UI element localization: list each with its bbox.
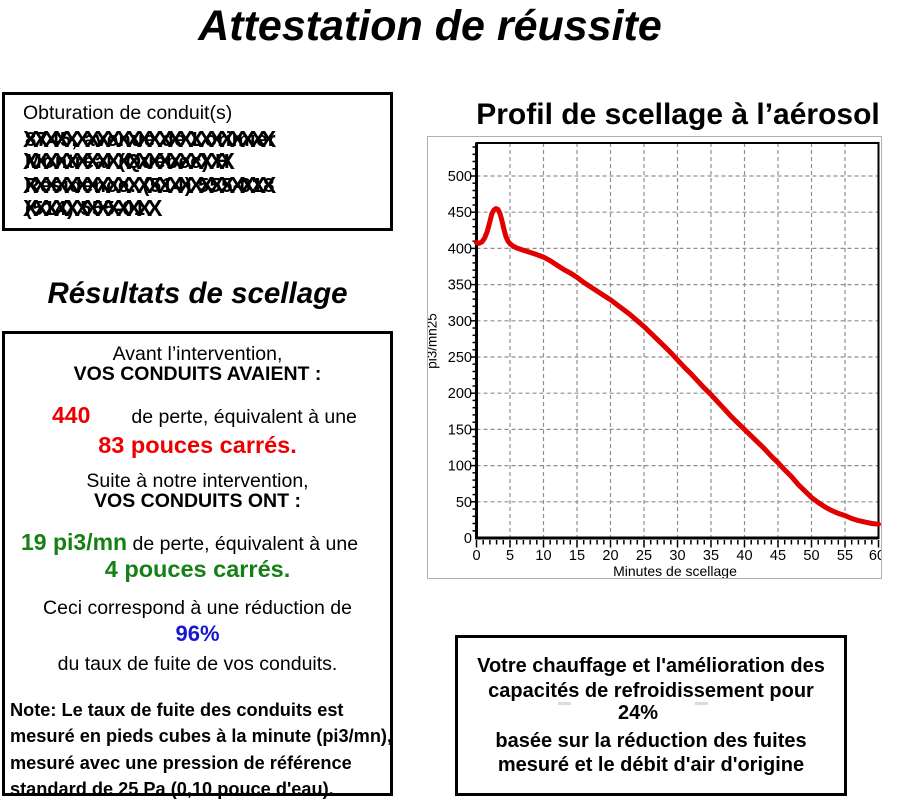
svg-text:55: 55: [837, 548, 853, 564]
svg-text:450: 450: [448, 205, 472, 221]
svg-text:0: 0: [472, 548, 480, 564]
svg-text:Minutes de scellage: Minutes de scellage: [613, 563, 737, 578]
svg-text:200: 200: [448, 386, 472, 402]
svg-text:50: 50: [456, 495, 472, 511]
svg-text:350: 350: [448, 278, 472, 294]
svg-text:25: 25: [636, 548, 652, 564]
svg-text:100: 100: [448, 459, 472, 475]
svg-text:250: 250: [448, 350, 472, 366]
svg-text:45: 45: [770, 548, 786, 564]
svg-text:50: 50: [803, 548, 819, 564]
svg-text:10: 10: [535, 548, 551, 564]
svg-text:15: 15: [569, 548, 585, 564]
svg-text:0: 0: [464, 531, 472, 547]
svg-text:400: 400: [448, 241, 472, 257]
svg-text:300: 300: [448, 314, 472, 330]
svg-text:20: 20: [602, 548, 618, 564]
svg-text:40: 40: [736, 548, 752, 564]
svg-text:pi3/mn25: pi3/mn25: [428, 313, 440, 369]
svg-text:500: 500: [448, 169, 472, 185]
svg-text:5: 5: [506, 548, 514, 564]
svg-text:60: 60: [869, 548, 881, 564]
svg-text:35: 35: [703, 548, 719, 564]
svg-text:150: 150: [448, 422, 472, 438]
svg-text:30: 30: [669, 548, 685, 564]
